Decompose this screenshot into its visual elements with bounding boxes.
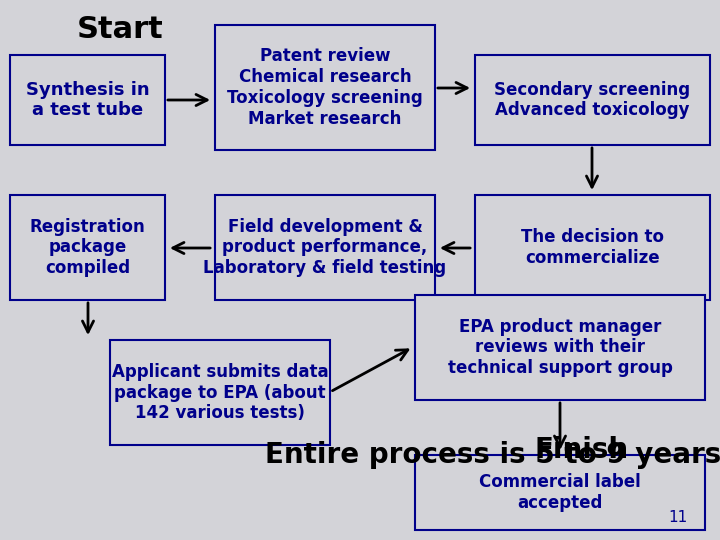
Bar: [10, 195, 165, 300]
Text: Start: Start: [76, 16, 163, 44]
Text: Entire process is 5 to 9 years!: Entire process is 5 to 9 years!: [265, 441, 720, 469]
Text: EPA product manager
reviews with their
technical support group: EPA product manager reviews with their t…: [448, 318, 672, 377]
Text: Field development &
product performance,
Laboratory & field testing: Field development & product performance,…: [204, 218, 446, 278]
Text: Commercial label
accepted: Commercial label accepted: [479, 473, 641, 512]
Bar: [475, 195, 710, 300]
Bar: [215, 195, 435, 300]
Text: Patent review
Chemical research
Toxicology screening
Market research: Patent review Chemical research Toxicolo…: [227, 48, 423, 127]
Text: Secondary screening
Advanced toxicology: Secondary screening Advanced toxicology: [495, 80, 690, 119]
Bar: [10, 55, 165, 145]
Text: 11: 11: [669, 510, 688, 524]
Bar: [215, 25, 435, 150]
Text: The decision to
commercialize: The decision to commercialize: [521, 228, 664, 267]
Bar: [475, 55, 710, 145]
Text: Registration
package
compiled: Registration package compiled: [30, 218, 145, 278]
Bar: [415, 455, 705, 530]
Text: Synthesis in
a test tube: Synthesis in a test tube: [26, 80, 149, 119]
Text: Finish: Finish: [535, 436, 629, 464]
Bar: [415, 295, 705, 400]
Text: Applicant submits data
package to EPA (about
142 various tests): Applicant submits data package to EPA (a…: [112, 363, 328, 422]
Bar: [110, 340, 330, 445]
